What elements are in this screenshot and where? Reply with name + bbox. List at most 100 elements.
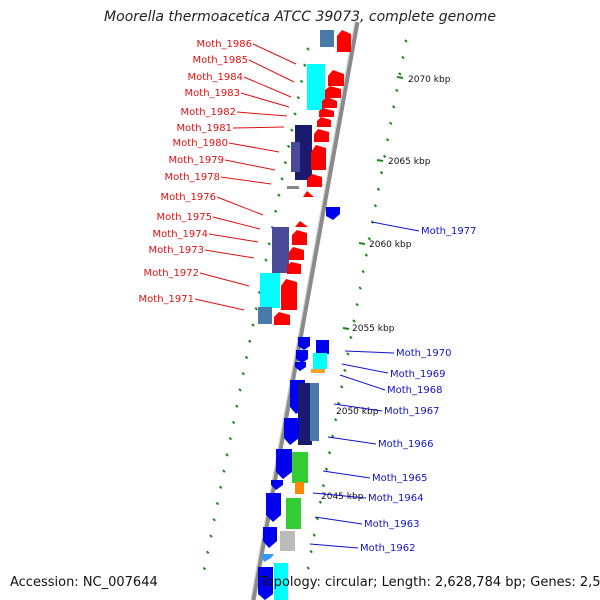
- leader-line: [236, 111, 288, 117]
- gene-arrow: [271, 480, 283, 490]
- gene-block: [320, 30, 334, 47]
- leader-line: [232, 126, 285, 129]
- gene-label: Moth_1968: [387, 385, 442, 396]
- tick-mark: [241, 371, 246, 376]
- gene-block: [292, 452, 308, 483]
- tick-mark: [385, 138, 390, 142]
- tick-mark: [346, 352, 350, 356]
- tick-mark: [283, 160, 288, 165]
- tick-mark: [299, 79, 304, 84]
- tick-mark: [248, 339, 252, 343]
- gene-arrow: [296, 350, 308, 363]
- tick-mark: [343, 368, 347, 373]
- tick-mark: [244, 355, 249, 360]
- reverse-arrows[interactable]: [274, 30, 351, 325]
- tick-mark: [352, 319, 356, 323]
- kbp-label: 2065 kbp: [388, 157, 431, 167]
- gene-label: Moth_1967: [384, 406, 439, 417]
- forward-strand-genes[interactable]: [258, 207, 340, 600]
- tick-mark: [379, 171, 384, 175]
- leader-line: [333, 403, 383, 412]
- tick-mark: [306, 47, 310, 51]
- tick-mark: [361, 269, 365, 274]
- tick-mark: [373, 203, 378, 208]
- gene-label: Moth_1969: [390, 369, 445, 380]
- gene-arrow: [292, 230, 307, 245]
- leader-line: [194, 298, 245, 311]
- tick-mark: [315, 516, 320, 521]
- tick-mark: [273, 209, 278, 214]
- gene-block: [295, 482, 304, 494]
- leader-line: [243, 76, 292, 98]
- gene-arrow: [314, 129, 329, 142]
- kbp-label: 2045 kbp: [321, 492, 364, 502]
- gene-label: Moth_1966: [378, 439, 433, 450]
- tick-mark: [290, 128, 294, 132]
- gene-block: [316, 340, 329, 354]
- gene-block: [272, 227, 289, 273]
- leader-line: [344, 350, 395, 354]
- leader-line: [314, 516, 363, 525]
- gene-label: Moth_1986: [197, 39, 252, 50]
- tick-mark: [286, 144, 291, 149]
- tick-mark: [277, 193, 281, 197]
- tick-mark: [205, 550, 210, 555]
- tick-mark: [280, 177, 284, 181]
- tick-mark: [401, 55, 405, 60]
- gene-label: Moth_1982: [181, 107, 236, 118]
- tick-mark: [355, 302, 359, 307]
- gene-label: Moth_1971: [139, 294, 194, 305]
- tick-mark: [336, 401, 341, 406]
- gene-block: [291, 142, 300, 172]
- gene-arrow: [276, 449, 292, 479]
- gene-label: Moth_1970: [396, 348, 451, 359]
- gene-arrow: [337, 30, 351, 52]
- leader-line: [339, 374, 386, 391]
- tick-mark: [209, 534, 213, 538]
- tick-mark: [382, 154, 387, 159]
- gene-block: [298, 383, 312, 445]
- tick-mark: [367, 236, 372, 241]
- gene-label: Moth_1979: [169, 155, 224, 166]
- tick-mark: [296, 95, 301, 100]
- tick-mark: [212, 518, 216, 522]
- leader-line: [327, 436, 377, 445]
- tick-mark: [222, 469, 226, 473]
- forward-gene-labels: Moth_1977 Moth_1970 Moth_1969 Moth_1968 …: [309, 221, 476, 554]
- gene-arrow: [287, 262, 301, 274]
- tick-mark: [404, 39, 408, 43]
- kbp-label: 2050 kbp: [336, 407, 379, 417]
- major-tick-mark: [396, 76, 404, 79]
- gene-label: Moth_1978: [165, 172, 220, 183]
- gene-arrow: [263, 527, 277, 548]
- tick-mark: [306, 566, 310, 570]
- gene-arrow: [319, 108, 334, 117]
- gene-block: [313, 353, 327, 369]
- gene-arrow: [261, 554, 274, 562]
- tick-mark: [388, 121, 393, 126]
- gene-label: Moth_1964: [368, 493, 423, 504]
- gene-block: [258, 307, 272, 324]
- gene-label: Moth_1981: [177, 123, 232, 134]
- tick-mark: [309, 549, 313, 554]
- gene-block: [310, 383, 319, 441]
- leader-line: [341, 363, 389, 374]
- gene-arrow: [303, 191, 314, 197]
- gene-arrow: [307, 174, 322, 187]
- tick-mark: [333, 418, 338, 422]
- gene-label: Moth_1977: [421, 226, 476, 237]
- reverse-strand-genes[interactable]: [258, 30, 334, 324]
- leader-line: [248, 59, 295, 83]
- gene-block: [307, 64, 325, 110]
- gene-label: Moth_1985: [193, 55, 248, 66]
- tick-mark: [303, 63, 307, 67]
- leader-line: [208, 233, 259, 243]
- accession-text: Accession: NC_007644: [10, 575, 158, 590]
- tick-mark: [364, 253, 368, 257]
- gene-label: Moth_1975: [157, 212, 212, 223]
- leader-line: [252, 43, 297, 65]
- kbp-label: 2055 kbp: [352, 324, 395, 334]
- gene-arrow: [289, 247, 304, 260]
- gene-arrow: [298, 337, 310, 350]
